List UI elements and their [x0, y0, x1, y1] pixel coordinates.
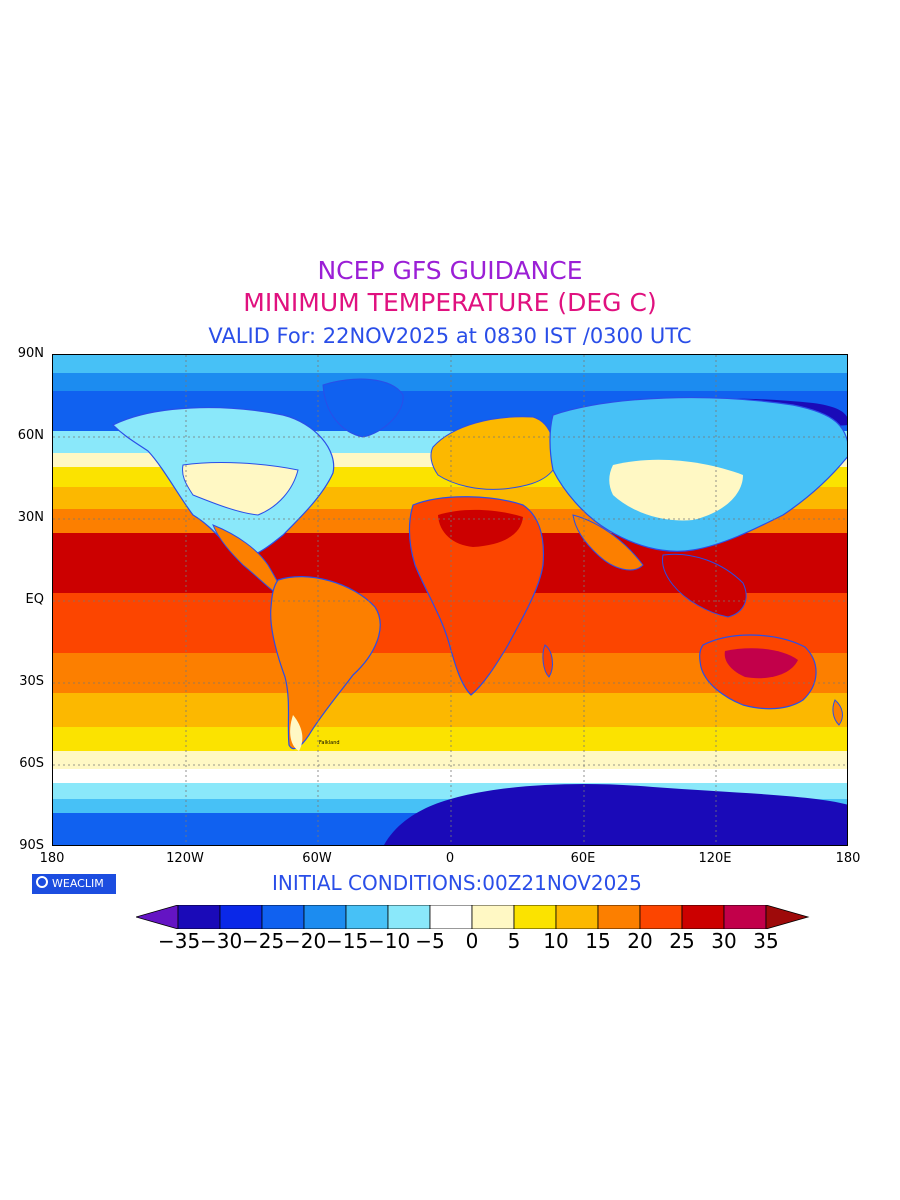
colorbar-swatch	[597, 905, 641, 929]
colorbar-tick-label: −15	[326, 929, 369, 953]
colorbar-swatch	[345, 905, 389, 929]
colorbar-tick-label: −10	[368, 929, 411, 953]
colorbar-swatch	[219, 905, 263, 929]
chart-title: NCEP GFS GUIDANCE	[317, 256, 583, 285]
colorbar	[136, 905, 810, 929]
colorbar-swatch	[177, 905, 221, 929]
band-south-temperate	[53, 727, 847, 751]
europe-land	[430, 416, 556, 490]
x-tick-label: 180	[39, 851, 65, 866]
usa-land	[182, 462, 299, 516]
colorbar-swatch	[723, 905, 767, 929]
africa-land	[408, 496, 545, 696]
colorbar-swatch	[261, 905, 305, 929]
colorbar-under-triangle	[136, 905, 179, 929]
colorbar-swatch	[387, 905, 431, 929]
x-tick-label: 0	[445, 851, 455, 866]
southeast-asia-land	[662, 553, 747, 618]
colorbar-tick-label: −20	[284, 929, 327, 953]
valid-time: VALID For: 22NOV2025 at 0830 IST /0300 U…	[208, 324, 692, 348]
y-tick-label: 30N	[17, 510, 44, 525]
y-tick-label: EQ	[25, 592, 44, 607]
y-tick-label: 90N	[17, 346, 44, 361]
logo-ring-icon	[36, 876, 48, 888]
gridlines	[53, 355, 847, 845]
colorbar-tick-label: −25	[242, 929, 285, 953]
x-tick-label: 120E	[698, 851, 732, 866]
colorbar-tick-label: 15	[585, 929, 611, 953]
greenland-land	[322, 378, 404, 438]
colorbar-swatch	[513, 905, 557, 929]
antarctic-core	[384, 784, 847, 845]
y-tick-label: 60N	[17, 428, 44, 443]
colorbar-tick-label: 20	[627, 929, 653, 953]
x-tick-label: 120W	[166, 851, 204, 866]
colorbar-tick-label: 5	[507, 929, 521, 953]
madagascar-land	[542, 644, 553, 678]
colorbar-swatch	[639, 905, 683, 929]
colorbar-tick-label: 30	[711, 929, 737, 953]
y-tick-label: 30S	[19, 674, 44, 689]
chart-subtitle: MINIMUM TEMPERATURE (DEG C)	[243, 288, 657, 317]
colorbar-tick-label: 10	[543, 929, 569, 953]
y-tick-label: 60S	[19, 756, 44, 771]
initial-conditions: INITIAL CONDITIONS:00Z21NOV2025	[272, 871, 642, 895]
x-tick-label: 60W	[302, 851, 332, 866]
colorbar-tick-label: −35	[158, 929, 201, 953]
y-tick-label: 90S	[19, 838, 44, 853]
band-south-warm	[53, 693, 847, 727]
temperature-map: Falkland	[52, 354, 848, 846]
weaclim-logo: WEACLIM	[32, 874, 116, 894]
colorbar-swatch	[555, 905, 599, 929]
new-zealand-land	[832, 699, 843, 726]
logo-text: WEACLIM	[52, 877, 104, 890]
x-tick-label: 60E	[570, 851, 596, 866]
station-label-falkland: Falkland	[319, 740, 340, 746]
colorbar-tick-label: −5	[415, 929, 445, 953]
band-arctic-edge	[53, 355, 847, 373]
colorbar-swatch	[303, 905, 347, 929]
band-south-zero	[53, 769, 847, 783]
colorbar-swatch	[429, 905, 473, 929]
colorbar-tick-label: 25	[669, 929, 695, 953]
colorbar-tick-label: 0	[465, 929, 479, 953]
central-asia-land	[609, 459, 743, 521]
india-land	[572, 514, 644, 571]
patagonia-land	[290, 715, 303, 751]
colorbar-swatch	[681, 905, 725, 929]
band-arctic	[53, 373, 847, 391]
band-south-cool	[53, 751, 847, 769]
australia-hot	[724, 648, 798, 679]
colorbar-swatch	[471, 905, 515, 929]
colorbar-over-triangle	[765, 905, 810, 929]
x-tick-label: 180	[835, 851, 861, 866]
south-america-land	[270, 576, 381, 750]
colorbar-tick-label: 35	[753, 929, 779, 953]
colorbar-tick-label: −30	[200, 929, 243, 953]
